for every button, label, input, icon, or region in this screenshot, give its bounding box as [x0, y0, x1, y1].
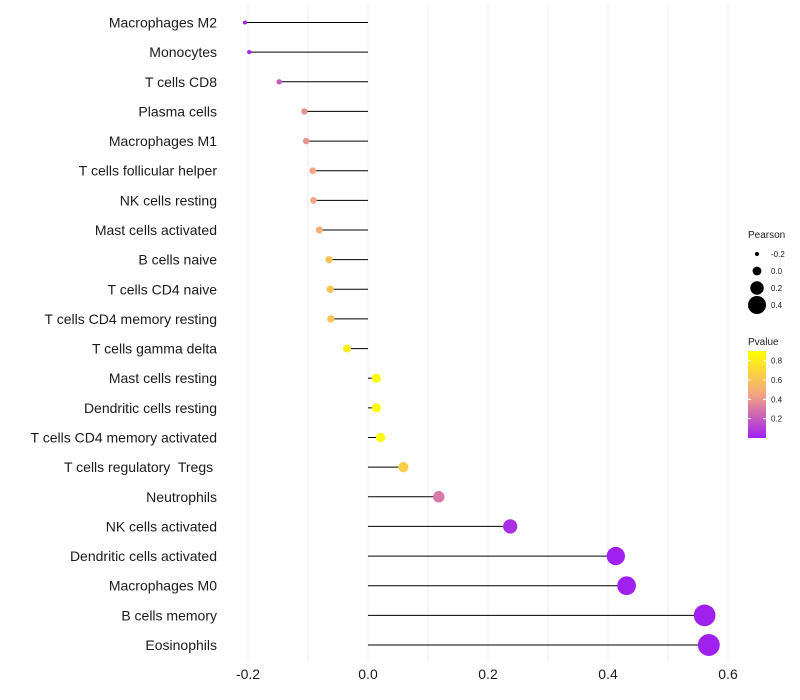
category-label: NK cells resting — [120, 192, 217, 208]
x-tick-label: 0.4 — [598, 666, 618, 682]
size-legend-key — [754, 251, 760, 257]
stem-layer — [245, 22, 709, 646]
category-label: T cells follicular helper — [79, 163, 218, 179]
x-axis-ticks: -0.2 0.0 0.2 0.4 0.6 — [236, 666, 738, 682]
lollipop-point — [301, 108, 308, 115]
x-tick-label: 0.2 — [478, 666, 498, 682]
category-label: T cells gamma delta — [92, 341, 217, 357]
lollipop-point — [302, 137, 310, 145]
size-legend-key — [747, 295, 767, 315]
lollipop-point — [315, 226, 323, 234]
lollipop-point — [617, 576, 636, 596]
size-legend-label: -0.2 — [771, 250, 785, 259]
lollipop-point — [327, 315, 335, 323]
category-label: Neutrophils — [146, 489, 217, 505]
category-label: Macrophages M1 — [109, 133, 217, 149]
category-label: Macrophages M2 — [109, 15, 217, 31]
category-label: Eosinophils — [145, 637, 217, 653]
lollipop-point — [398, 462, 409, 473]
category-label: T cells regulatory Tregs — [64, 459, 217, 475]
color-legend: Pvalue 0.8 0.6 0.4 0.2 — [748, 337, 783, 438]
category-label: B cells memory — [121, 607, 217, 623]
size-legend-title: Pearson — [748, 230, 785, 241]
lollipop-point — [242, 20, 248, 25]
x-tick-label: -0.2 — [236, 666, 260, 682]
x-tick-label: 0.0 — [358, 666, 378, 682]
lollipop-point — [697, 634, 720, 656]
category-label: T cells CD8 — [145, 74, 217, 90]
lollipop-point — [325, 255, 333, 264]
color-legend-bar — [748, 351, 766, 438]
point-layer — [242, 20, 720, 656]
category-label: Mast cells activated — [95, 222, 217, 238]
color-legend-title: Pvalue — [748, 337, 779, 348]
category-label: T cells CD4 naive — [108, 281, 218, 297]
size-legend-label: 0.0 — [771, 267, 783, 276]
lollipop-point — [371, 373, 381, 383]
size-legend-key — [752, 266, 762, 276]
lollipop-point — [693, 604, 716, 627]
size-legend: Pearson -0.2 0.0 0.2 0.4 — [747, 230, 785, 315]
category-label: T cells CD4 memory activated — [31, 430, 217, 446]
grid-layer — [247, 6, 729, 660]
x-tick-label: 0.6 — [718, 666, 738, 682]
category-labels: Macrophages M2 Monocytes T cells CD8 Plasma… — [31, 15, 218, 654]
lollipop-point — [247, 50, 252, 55]
category-label: Macrophages M0 — [109, 578, 217, 594]
lollipop-point — [309, 167, 317, 175]
lollipop-point — [503, 519, 518, 534]
size-legend-label: 0.2 — [771, 284, 783, 293]
lollipop-point — [342, 344, 352, 353]
lollipop-point — [276, 79, 282, 85]
lollipop-point — [371, 403, 381, 413]
category-label: NK cells activated — [106, 518, 217, 534]
lollipop-point — [375, 432, 386, 443]
category-label: Mast cells resting — [109, 370, 217, 386]
color-legend-label: 0.8 — [771, 357, 783, 366]
color-legend-label: 0.6 — [771, 376, 783, 385]
lollipop-point — [433, 491, 445, 503]
color-legend-label: 0.4 — [771, 395, 783, 404]
lollipop-point — [326, 285, 334, 293]
lollipop-point — [606, 546, 625, 566]
lollipop-point — [310, 196, 317, 204]
category-label: T cells CD4 memory resting — [45, 311, 217, 327]
category-label: B cells naive — [138, 252, 217, 268]
size-legend-key — [750, 281, 764, 295]
category-label: Monocytes — [149, 44, 217, 60]
color-legend-label: 0.2 — [771, 415, 783, 424]
category-label: Plasma cells — [138, 103, 217, 119]
category-label: Dendritic cells resting — [84, 400, 217, 416]
size-legend-label: 0.4 — [771, 301, 783, 310]
category-label: Dendritic cells activated — [70, 548, 217, 564]
